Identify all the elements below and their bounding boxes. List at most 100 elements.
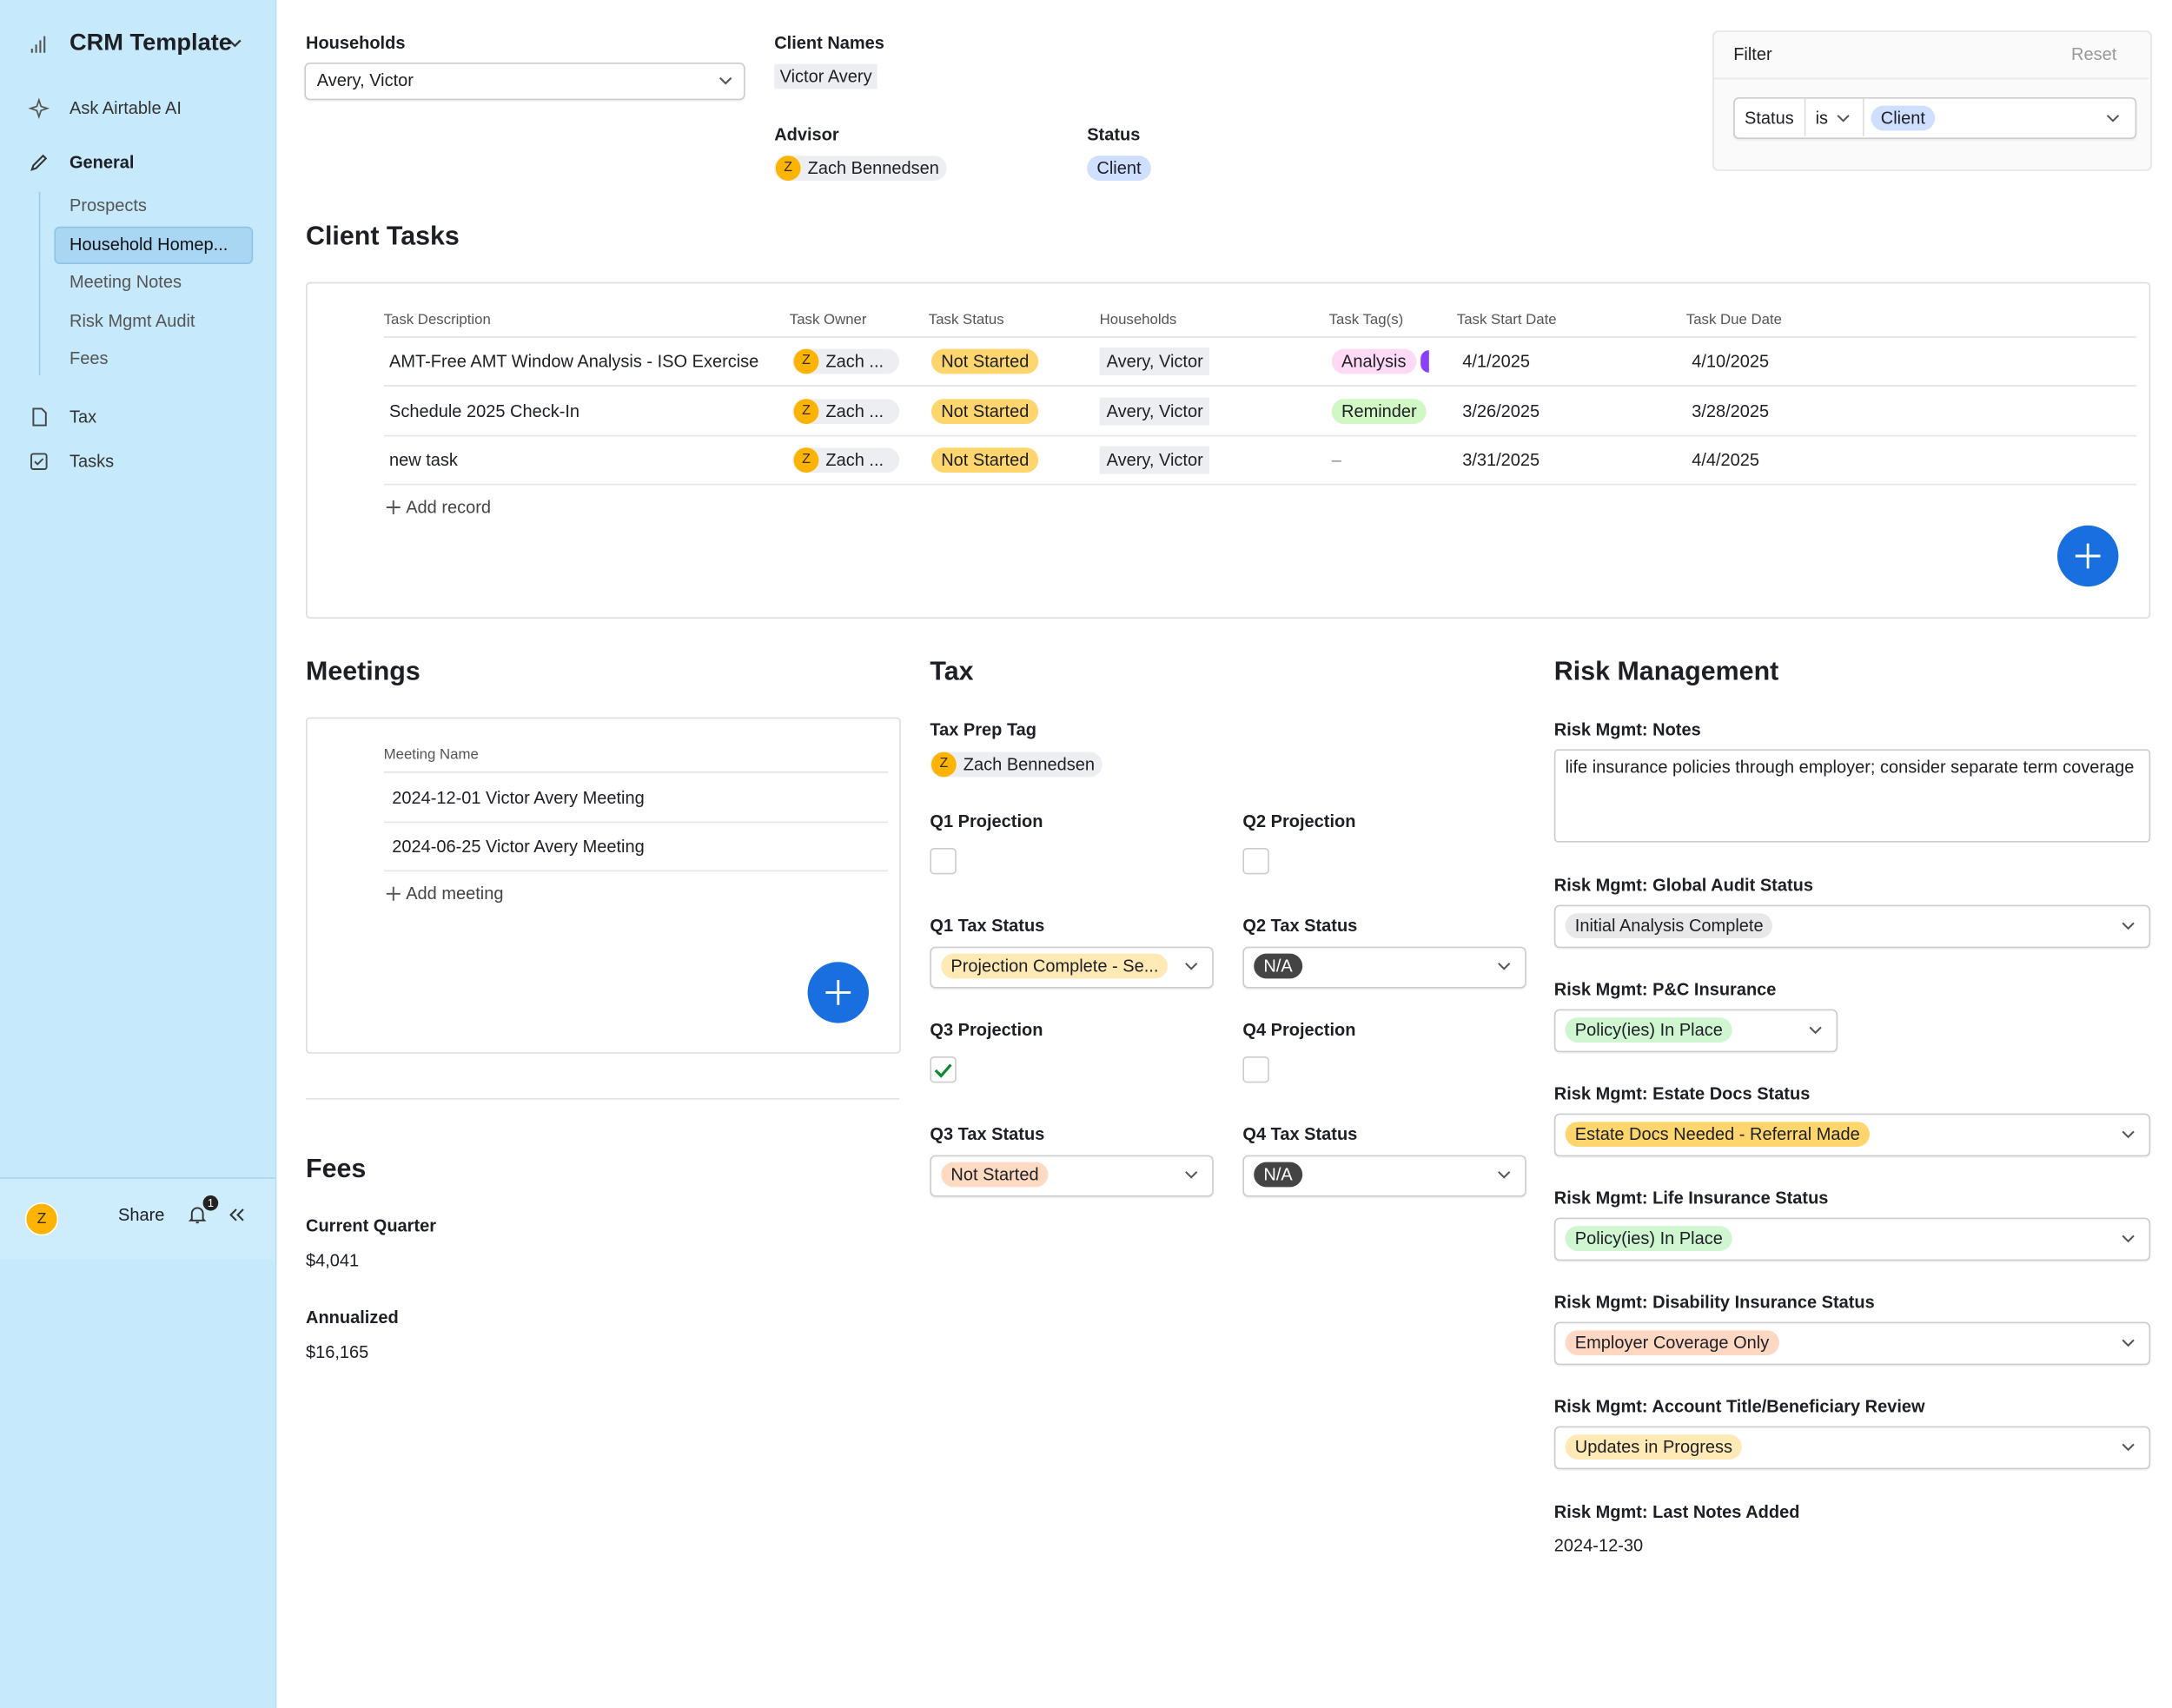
section-title: Meetings (306, 657, 420, 687)
task-owner: Zach ... (825, 351, 884, 372)
dropdown-chevron[interactable] (1496, 1166, 1513, 1182)
client-name-chip: Victor Avery (774, 63, 877, 89)
field-label: Q4 Projection (1242, 1020, 1356, 1040)
projection-checkbox[interactable] (930, 848, 957, 875)
household-chip: Avery, Victor (1099, 396, 1210, 425)
tax-status-pill: Not Started (941, 1162, 1049, 1188)
sidebar-divider (0, 1177, 275, 1179)
household-chip: Avery, Victor (1099, 446, 1210, 474)
nav-item: Ask Airtable AI (70, 98, 182, 118)
field-label: Q2 Tax Status (1242, 916, 1358, 936)
app-name: CRM Template (70, 29, 232, 56)
plus-icon[interactable] (385, 499, 401, 515)
filter-operator: is (1815, 108, 1829, 129)
nav-item: Household Homep... (70, 235, 228, 255)
dropdown-chevron[interactable] (1496, 957, 1513, 974)
tasks-panel (306, 281, 2151, 619)
nav-item: Tax (70, 407, 97, 427)
task-owner: Zach ... (825, 401, 884, 420)
nav-item: Fees (70, 348, 109, 368)
column-header: Task Tag(s) (1328, 311, 1404, 328)
column-header: Households (1099, 311, 1177, 328)
app-menu-chevron[interactable] (225, 33, 244, 52)
plus-icon[interactable] (824, 978, 852, 1006)
field-label: Households (306, 33, 406, 53)
dropdown-chevron[interactable] (1835, 109, 1851, 126)
nav-item: Risk Mgmt Audit (70, 311, 195, 331)
task-tag: Reminder (1331, 398, 1427, 424)
task-description: new task (389, 450, 458, 470)
dropdown-chevron[interactable] (1807, 1022, 1824, 1038)
filter-value: Client (1871, 105, 1936, 131)
field-label: Current Quarter (306, 1216, 437, 1236)
projection-checkbox[interactable] (1242, 848, 1269, 875)
section-title: Tax (930, 657, 974, 687)
field-label: Q1 Projection (930, 811, 1043, 831)
risk-pill: Employer Coverage Only (1565, 1330, 1779, 1355)
risk-pill: Estate Docs Needed - Referral Made (1565, 1122, 1870, 1147)
avatar: Z (793, 398, 819, 424)
dropdown-chevron[interactable] (1183, 957, 1200, 974)
field-label: Risk Mgmt: Global Audit Status (1553, 876, 1813, 896)
field-label: Tax Prep Tag (930, 719, 1037, 740)
task-status: Not Started (931, 447, 1039, 473)
notes-box[interactable] (1553, 749, 2151, 843)
filter-condition[interactable] (1733, 97, 2137, 139)
filter-divider (1713, 77, 2149, 80)
nav-group: General (70, 153, 135, 173)
field-label: Annualized (306, 1307, 399, 1327)
risk-select[interactable] (1553, 1426, 2151, 1470)
ai-icon (28, 97, 50, 120)
risk-pill: Initial Analysis Complete (1565, 913, 1773, 938)
plus-icon[interactable] (2074, 542, 2102, 570)
dropdown-chevron[interactable] (1183, 1166, 1200, 1182)
notes-text: life insurance policies through employer… (1565, 758, 2135, 778)
advisor-chip (774, 156, 947, 181)
dropdown-chevron[interactable] (2120, 1439, 2136, 1455)
tag-overflow (1420, 350, 1429, 373)
task-start-date: 3/31/2025 (1462, 450, 1540, 470)
add-meeting[interactable]: Add meeting (406, 884, 504, 904)
share-button[interactable]: Share (118, 1205, 165, 1225)
task-description: Schedule 2025 Check-In (389, 401, 580, 420)
households-select[interactable] (304, 63, 745, 101)
dropdown-chevron[interactable] (718, 72, 734, 89)
dropdown-chevron[interactable] (2120, 1126, 2136, 1142)
notifications-icon[interactable] (186, 1204, 209, 1227)
field-label: Risk Mgmt: Life Insurance Status (1553, 1188, 1829, 1208)
projection-checkbox[interactable] (930, 1056, 957, 1083)
add-record[interactable]: Add record (406, 497, 492, 518)
tax-icon (32, 407, 47, 427)
task-status: Not Started (931, 348, 1039, 374)
dropdown-chevron[interactable] (2120, 917, 2136, 934)
projection-checkbox[interactable] (1242, 1056, 1269, 1083)
dropdown-chevron[interactable] (2120, 1230, 2136, 1247)
column-header: Task Description (383, 311, 491, 328)
task-owner: Zach ... (825, 450, 884, 470)
field-label: Q2 Projection (1242, 811, 1356, 831)
dropdown-chevron[interactable] (2104, 109, 2121, 126)
field-label: Risk Mgmt: Disability Insurance Status (1553, 1293, 1875, 1313)
checkmark (934, 1063, 952, 1078)
collapse-sidebar[interactable] (225, 1204, 248, 1227)
field-label: Risk Mgmt: Notes (1553, 719, 1701, 740)
field-label: Q1 Tax Status (930, 916, 1045, 936)
row-divider (383, 771, 889, 773)
meeting-name: 2024-06-25 Victor Avery Meeting (392, 837, 645, 857)
task-description: AMT-Free AMT Window Analysis - ISO Exerc… (389, 351, 759, 372)
field-label: Q3 Projection (930, 1020, 1043, 1040)
field-label: Status (1087, 125, 1141, 145)
column-header: Task Owner (789, 311, 867, 328)
field-label: Client Names (774, 33, 884, 53)
plus-icon[interactable] (385, 885, 401, 902)
section-title: Client Tasks (306, 222, 460, 252)
field-label: Risk Mgmt: Last Notes Added (1553, 1502, 1800, 1522)
nav-item: Tasks (70, 452, 115, 472)
tasks-icon (30, 453, 48, 470)
meetings-panel (306, 717, 901, 1054)
prep-chip (930, 751, 1103, 778)
dropdown-chevron[interactable] (2120, 1334, 2136, 1351)
filter-sep (1804, 98, 1806, 136)
filter-reset[interactable]: Reset (2071, 44, 2117, 64)
field-value: $4,041 (306, 1251, 360, 1271)
